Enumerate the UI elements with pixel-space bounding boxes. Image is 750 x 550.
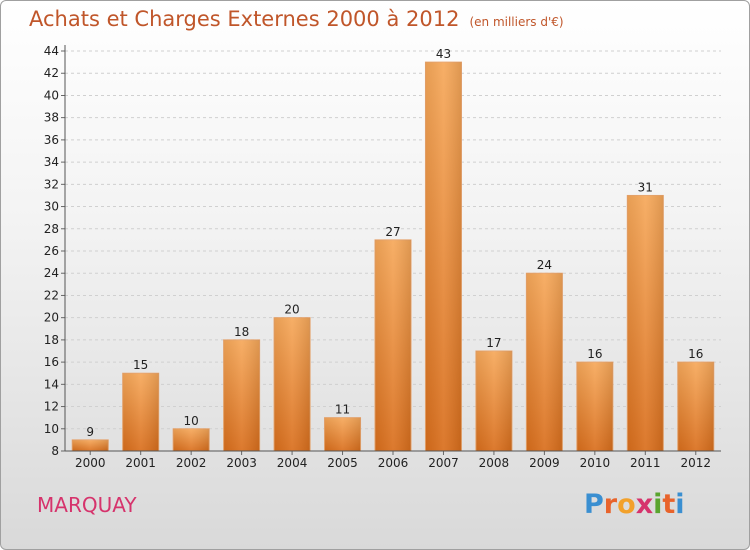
y-tick-label: 30 <box>44 200 59 214</box>
x-tick-label: 2010 <box>580 456 611 470</box>
x-axis-ticks: 2000 2001 2002 2003 2004 2005 2006 2007 2008 2009… <box>75 451 711 470</box>
value-label: 10 <box>184 414 199 428</box>
location-label: MARQUAY <box>37 493 137 517</box>
y-tick-label: 24 <box>44 266 59 280</box>
y-tick-label: 16 <box>44 355 59 369</box>
value-label: 43 <box>436 47 451 61</box>
logo-letter: t <box>662 489 676 520</box>
y-tick-label: 12 <box>44 400 59 414</box>
bar-shading <box>173 428 210 451</box>
value-label: 16 <box>688 347 703 361</box>
y-tick-label: 40 <box>44 88 59 102</box>
x-tick-label: 2006 <box>378 456 409 470</box>
x-tick-label: 2003 <box>226 456 257 470</box>
x-tick-label: 2009 <box>529 456 560 470</box>
bar-shading <box>627 195 664 451</box>
value-label: 15 <box>133 358 148 372</box>
x-tick-label: 2001 <box>125 456 156 470</box>
logo-letter: P <box>584 489 604 520</box>
x-tick-label: 2007 <box>428 456 459 470</box>
bars <box>71 61 715 452</box>
axes <box>64 45 721 452</box>
value-label: 17 <box>486 336 501 350</box>
value-label: 24 <box>537 258 552 272</box>
value-label: 16 <box>587 347 602 361</box>
y-tick-label: 10 <box>44 422 59 436</box>
x-tick-label: 2012 <box>680 456 711 470</box>
x-tick-label: 2011 <box>630 456 661 470</box>
y-tick-label: 34 <box>44 155 59 169</box>
logo-letter: x <box>635 489 654 520</box>
x-tick-label: 2005 <box>327 456 358 470</box>
value-label: 18 <box>234 325 249 339</box>
bar-shading <box>526 273 563 451</box>
proxiti-logo: Proxiti <box>584 489 685 520</box>
logo-letter: o <box>617 489 636 520</box>
y-tick-label: 32 <box>44 177 59 191</box>
y-tick-label: 26 <box>44 244 59 258</box>
value-label: 31 <box>638 180 653 194</box>
y-tick-label: 28 <box>44 222 59 236</box>
x-tick-label: 2000 <box>75 456 106 470</box>
bar-shading <box>72 439 109 451</box>
logo-letter: r <box>603 489 618 520</box>
y-tick-label: 36 <box>44 133 59 147</box>
y-tick-label: 42 <box>44 66 59 80</box>
value-label: 27 <box>385 225 400 239</box>
x-tick-label: 2008 <box>479 456 510 470</box>
y-tick-label: 8 <box>51 444 59 458</box>
bar-shading <box>677 362 714 451</box>
y-tick-label: 20 <box>44 311 59 325</box>
bar-shading <box>223 339 260 451</box>
value-label: 11 <box>335 403 350 417</box>
bar-shading <box>576 362 613 451</box>
bar-shading <box>324 417 361 451</box>
bar-shading <box>475 351 512 451</box>
y-tick-label: 44 <box>44 44 59 58</box>
value-labels: 9 15 10 18 20 11 27 43 17 24 16 31 16 <box>86 47 703 439</box>
x-tick-label: 2004 <box>277 456 308 470</box>
chart-title-text: Achats et Charges Externes 2000 à 2012 <box>29 7 460 31</box>
y-tick-label: 14 <box>44 377 59 391</box>
bar-shading <box>122 373 159 451</box>
bar-shading <box>425 62 462 451</box>
y-tick-label: 22 <box>44 288 59 302</box>
y-tick-label: 18 <box>44 333 59 347</box>
chart-subtitle: (en milliers d'€) <box>469 15 564 29</box>
logo-letter: i <box>653 489 663 520</box>
bar-shading <box>274 317 311 451</box>
value-label: 9 <box>86 425 94 439</box>
chart-title: Achats et Charges Externes 2000 à 2012 (e… <box>29 7 564 31</box>
bar-shading <box>375 239 411 451</box>
y-axis-ticks: 8 10 12 14 16 18 20 22 24 26 28 30 32 34 36 38 40 42 44 <box>44 44 65 458</box>
logo-letter: i <box>675 489 685 520</box>
value-label: 20 <box>284 303 299 317</box>
y-tick-label: 38 <box>44 111 59 125</box>
x-tick-label: 2002 <box>176 456 207 470</box>
